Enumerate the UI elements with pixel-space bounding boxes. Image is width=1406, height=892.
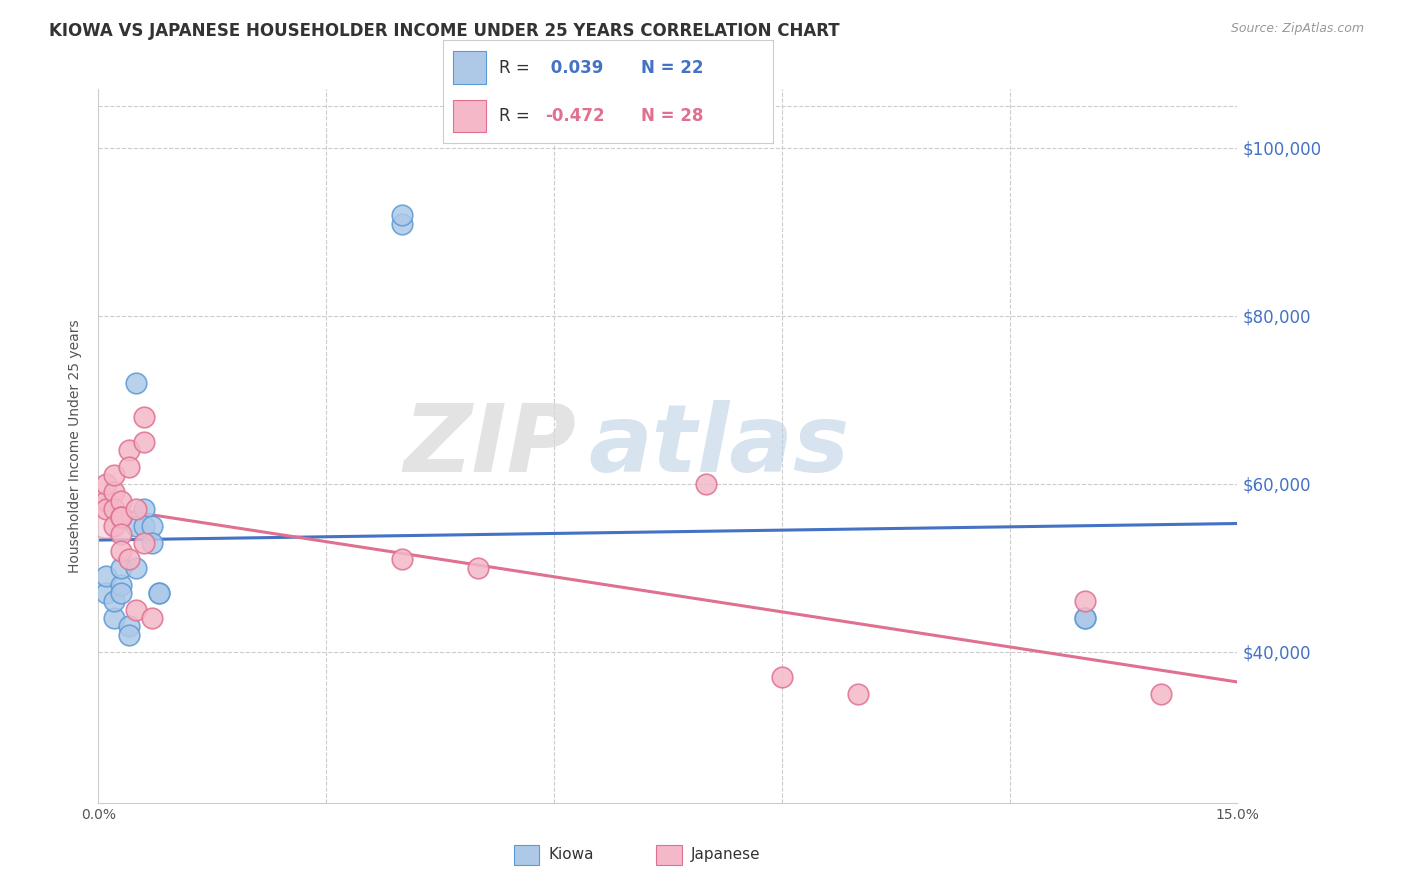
Point	[94, 502, 117, 516]
Point	[391, 208, 413, 222]
Point	[103, 468, 125, 483]
Point	[132, 434, 155, 449]
Point	[118, 460, 141, 475]
Point	[110, 544, 132, 558]
Point	[103, 594, 125, 608]
Text: KIOWA VS JAPANESE HOUSEHOLDER INCOME UNDER 25 YEARS CORRELATION CHART: KIOWA VS JAPANESE HOUSEHOLDER INCOME UND…	[49, 22, 839, 40]
FancyBboxPatch shape	[657, 845, 682, 865]
Point	[94, 493, 117, 508]
Point	[1074, 611, 1097, 625]
Point	[846, 687, 869, 701]
Point	[125, 376, 148, 390]
Point	[94, 586, 117, 600]
Point	[125, 603, 148, 617]
Text: Source: ZipAtlas.com: Source: ZipAtlas.com	[1230, 22, 1364, 36]
Point	[125, 560, 148, 574]
Point	[141, 535, 163, 549]
FancyBboxPatch shape	[453, 100, 486, 132]
Point	[125, 518, 148, 533]
Point	[94, 510, 117, 524]
Point	[148, 586, 170, 600]
Point	[1150, 687, 1173, 701]
Text: R =: R =	[499, 107, 536, 125]
Point	[110, 577, 132, 591]
Point	[110, 510, 132, 524]
Point	[103, 485, 125, 500]
Point	[103, 611, 125, 625]
Point	[110, 510, 132, 524]
Point	[132, 518, 155, 533]
Point	[110, 493, 132, 508]
Point	[132, 502, 155, 516]
Point	[1074, 611, 1097, 625]
Point	[94, 476, 117, 491]
Point	[110, 527, 132, 541]
Point	[141, 611, 163, 625]
Point	[141, 518, 163, 533]
Text: atlas: atlas	[588, 400, 849, 492]
Point	[110, 586, 132, 600]
Point	[110, 560, 132, 574]
Point	[125, 502, 148, 516]
Text: -0.472: -0.472	[546, 107, 605, 125]
Text: R =: R =	[499, 59, 536, 77]
Point	[103, 518, 125, 533]
FancyBboxPatch shape	[453, 52, 486, 84]
Point	[467, 560, 489, 574]
Text: 0.039: 0.039	[546, 59, 603, 77]
Point	[1074, 594, 1097, 608]
Text: N = 28: N = 28	[641, 107, 703, 125]
Point	[391, 217, 413, 231]
Point	[103, 502, 125, 516]
Point	[132, 409, 155, 424]
Point	[118, 443, 141, 458]
Point	[118, 628, 141, 642]
Text: Kiowa: Kiowa	[548, 847, 593, 863]
Point	[94, 569, 117, 583]
Point	[695, 476, 717, 491]
Point	[132, 535, 155, 549]
Text: Japanese: Japanese	[690, 847, 761, 863]
Point	[391, 552, 413, 566]
Point	[118, 619, 141, 633]
Point	[118, 552, 141, 566]
FancyBboxPatch shape	[515, 845, 538, 865]
Text: ZIP: ZIP	[404, 400, 576, 492]
Text: N = 22: N = 22	[641, 59, 703, 77]
Point	[148, 586, 170, 600]
Point	[770, 670, 793, 684]
Y-axis label: Householder Income Under 25 years: Householder Income Under 25 years	[69, 319, 83, 573]
